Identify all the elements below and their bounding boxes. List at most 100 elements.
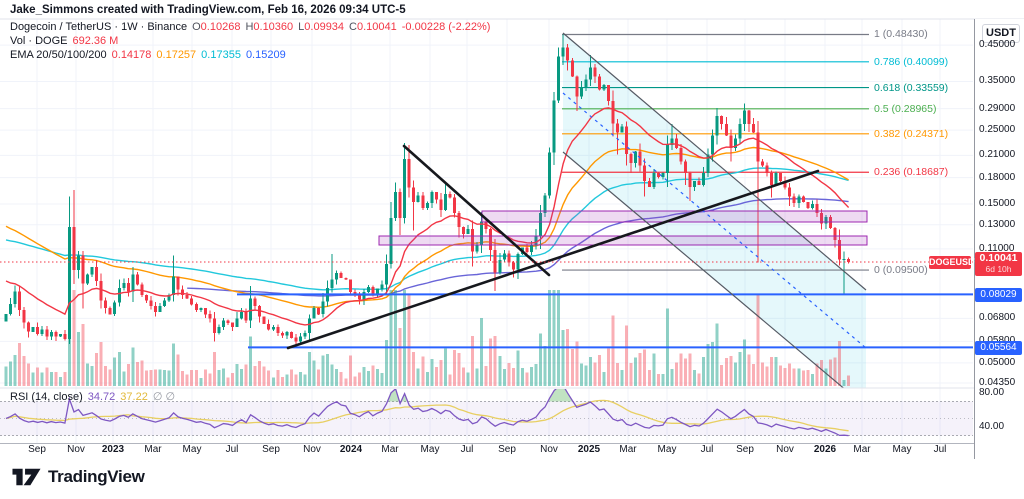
tradingview-logo-icon — [12, 468, 41, 486]
price-tick-label: 0.18000 — [979, 172, 1016, 183]
rsi-label: RSI (14, close) — [10, 391, 83, 403]
price-tick-label: 0.05000 — [979, 357, 1016, 368]
time-tick-month: Sep — [28, 444, 46, 455]
volume-legend-row[interactable]: Vol · DOGE 692.36 M — [10, 35, 118, 47]
currency-toggle[interactable]: USDT — [982, 24, 1020, 43]
gridlines — [0, 19, 973, 443]
time-tick-month: Mar — [619, 444, 637, 455]
bar-countdown: 6d 10h — [985, 264, 1012, 274]
time-tick-month: Nov — [776, 444, 794, 455]
time-tick-year: 2024 — [339, 444, 363, 455]
ohlc-token: O0.10268 — [192, 21, 241, 33]
channel-lower-line — [562, 151, 845, 388]
time-tick-month: Jul — [933, 444, 947, 455]
ema-value: 0.17257 — [156, 49, 197, 61]
time-tick-month: Mar — [381, 444, 399, 455]
time-tick-month: Nov — [67, 444, 85, 455]
price-tick-label: 0.45000 — [979, 39, 1016, 50]
symbol-title[interactable]: Dogecoin / TetherUS · 1W · Binance — [10, 21, 188, 33]
ema-legend-row[interactable]: EMA 20/50/100/200 0.14178 0.17257 0.17355 0.… — [10, 49, 291, 61]
time-tick-month: Nov — [540, 444, 558, 455]
time-tick-month: Mar — [144, 444, 162, 455]
tradingview-logo-text: TradingView — [48, 467, 145, 486]
rsi-line — [5, 389, 849, 437]
rsi-legend-row[interactable]: RSI (14, close) 34.72 37.22 ∅ ∅ — [10, 390, 175, 403]
symbol-legend-row[interactable]: Dogecoin / TetherUS · 1W · Binance O0.102… — [10, 21, 490, 33]
rsi-tick-label: 80.00 — [979, 387, 1005, 398]
support-level-badge-2: 0.05564 — [975, 341, 1022, 355]
candles — [4, 34, 851, 348]
ema-label: EMA 20/50/100/200 — [10, 49, 107, 61]
rsi-tick-label: 40.00 — [979, 421, 1005, 432]
time-tick-month: Sep — [262, 444, 280, 455]
price-tick-label: 0.05800 — [979, 335, 1015, 346]
ohlc-values: O0.10268 H0.10360 L0.09934 C0.10041 — [192, 21, 402, 33]
fib-level-label: 0.786 (0.40099) — [874, 56, 949, 68]
rsi-ma-value: 37.22 — [120, 391, 148, 403]
price-tick-label: 0.15000 — [979, 198, 1016, 209]
price-axis[interactable]: USDT 0.45000 0.35000 0.29000 0.25000 0.21000… — [974, 19, 1024, 459]
logo-strip: TradingView — [0, 459, 1024, 499]
price-tick-label: 0.35000 — [979, 75, 1016, 86]
time-tick-year: 2026 — [813, 444, 837, 455]
channel-midline-dashed — [562, 92, 867, 349]
time-tick-month: Nov — [303, 444, 321, 455]
price-tick-label: 0.13000 — [979, 219, 1016, 230]
volume-value: 692.36 M — [72, 35, 119, 47]
fib-level-label: 0.382 (0.24371) — [874, 128, 949, 140]
price-tick-label: 0.25000 — [979, 124, 1016, 135]
time-tick-month: Sep — [498, 444, 516, 455]
annotations-over — [0, 32, 973, 388]
price-tick-label: 0.29000 — [979, 103, 1016, 114]
tradingview-logo[interactable]: TradingView — [12, 467, 145, 487]
ema-values: 0.14178 0.17257 0.17355 0.15209 — [112, 49, 291, 61]
time-tick-year: 2023 — [101, 444, 125, 455]
fib-level-label: 0.236 (0.18687) — [874, 166, 949, 178]
supply-zone-rectangle — [481, 210, 868, 223]
time-tick-year: 2025 — [577, 444, 601, 455]
rsi-ma-line — [5, 399, 849, 432]
fib-level-label: 0 (0.09500) — [874, 264, 928, 276]
time-tick-month: Jul — [700, 444, 714, 455]
time-tick-month: May — [892, 444, 912, 455]
last-price-value: 0.10041 — [979, 252, 1018, 264]
fib-level-label: 1 (0.48430) — [874, 28, 928, 40]
time-tick-month: May — [182, 444, 202, 455]
rsi-value: 34.72 — [87, 391, 116, 403]
ema-100-line — [5, 167, 849, 291]
time-tick-month: Sep — [736, 444, 754, 455]
fib-level-label: 0.5 (0.28965) — [874, 103, 937, 115]
volume-label: Vol · DOGE — [10, 35, 68, 47]
price-tick-label: 0.21000 — [979, 149, 1016, 160]
volume-bars — [4, 290, 851, 387]
attribution-text: Jake_Simmons created with TradingView.co… — [10, 4, 406, 16]
symbol-price-label-badge: DOGEUSDT — [929, 256, 981, 269]
last-price-badge: 0.10041 6d 10h — [975, 252, 1022, 276]
change-value: -0.00228 (-2.22%) — [401, 21, 491, 33]
time-tick-month: Mar — [853, 444, 871, 455]
time-tick-month: Jul — [225, 444, 239, 455]
long-ascending-support — [286, 169, 820, 350]
ema-value: 0.17355 — [201, 49, 241, 61]
ohlc-token: L0.09934 — [298, 21, 345, 33]
time-tick-month: May — [657, 444, 677, 455]
triangle-descending — [402, 144, 551, 277]
fib-level-label: 0.618 (0.33559) — [874, 82, 949, 94]
time-tick-month: Jul — [460, 444, 474, 455]
price-tick-label: 0.06800 — [979, 312, 1016, 323]
ohlc-token: H0.10360 — [245, 21, 294, 33]
rsi-pane — [0, 389, 973, 437]
price-tick-label: 0.04350 — [979, 377, 1016, 388]
ema-value: 0.14178 — [111, 49, 152, 61]
time-tick-month: May — [420, 444, 440, 455]
ema-20-line — [5, 107, 850, 326]
channel-upper-line — [562, 32, 867, 291]
time-axis[interactable]: Sep Nov 2023 Mar May Jul Sep Nov 2024 Mar May Jul Se… — [0, 444, 973, 459]
price-tick-label: 0.11000 — [979, 243, 1015, 254]
support-level-badge-1: 0.08029 — [975, 288, 1022, 302]
ema-value: 0.15209 — [245, 49, 286, 61]
ohlc-token: C0.10041 — [349, 21, 397, 33]
rsi-empty-glyphs: ∅ ∅ — [152, 391, 176, 403]
chart-canvas[interactable] — [0, 0, 1024, 459]
